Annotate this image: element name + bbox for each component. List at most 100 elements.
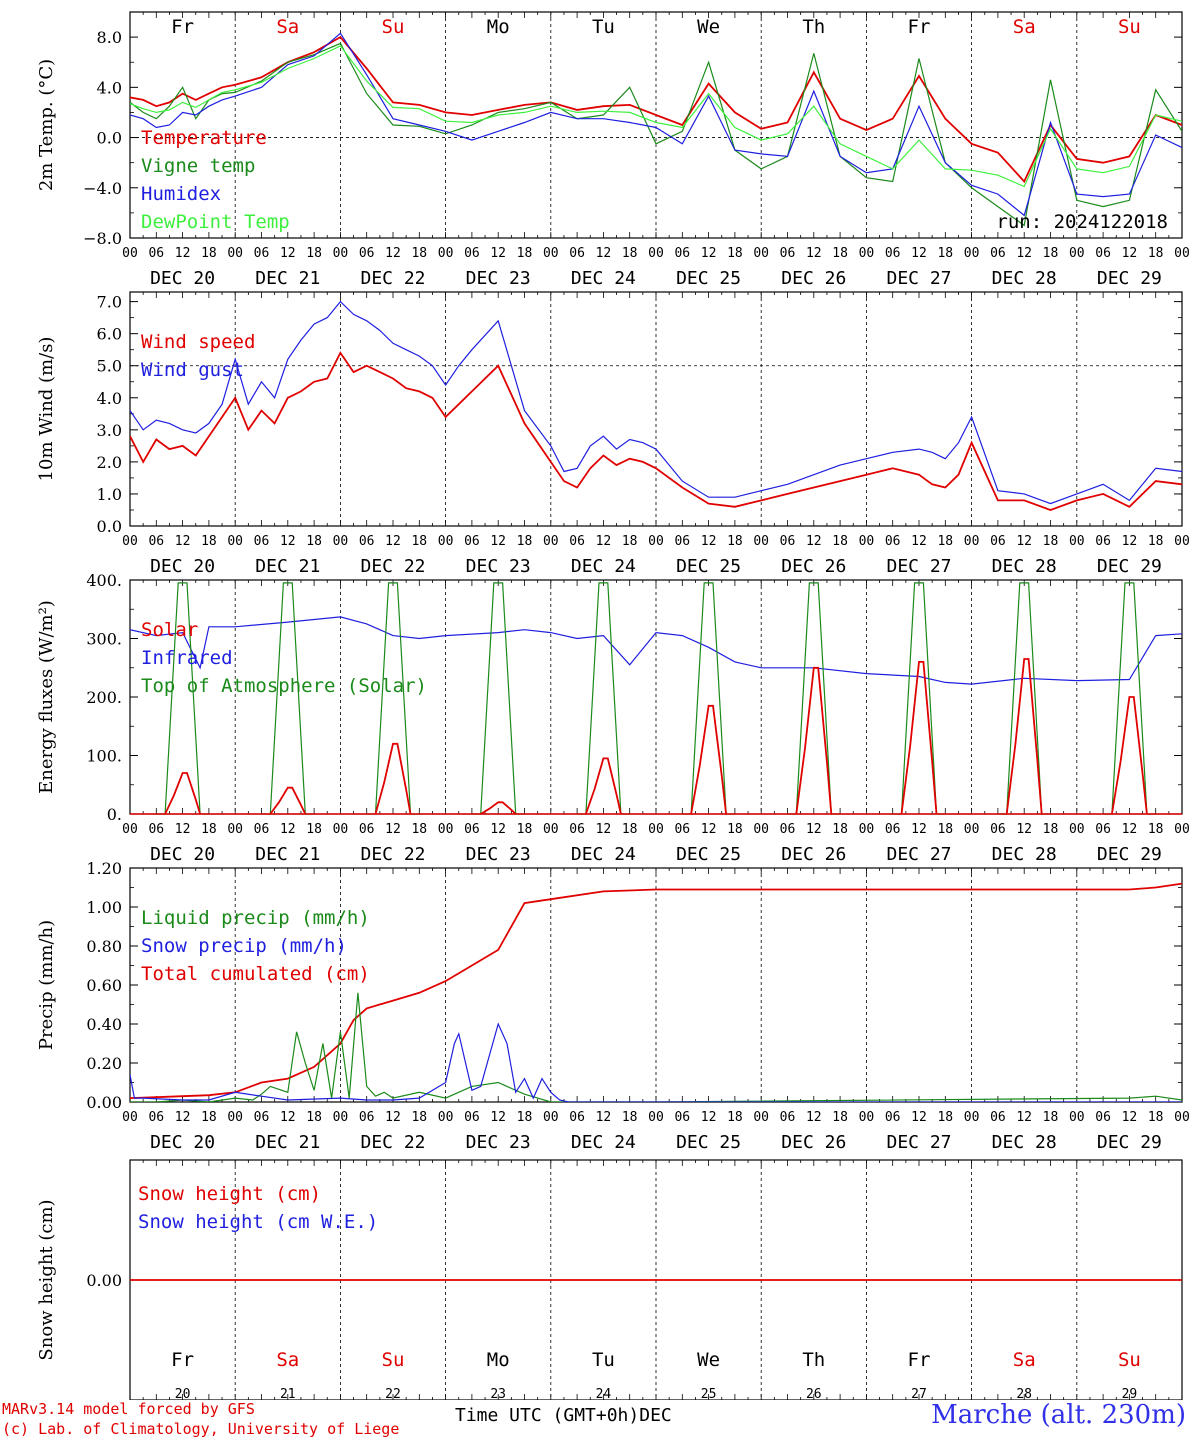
x-hour-label: 00: [438, 534, 454, 549]
x-date-label: DEC 20: [150, 556, 215, 577]
x-hour-label: 12: [1016, 534, 1032, 549]
y-tick-label: 2.0: [97, 453, 122, 472]
x-hour-label: 00: [227, 246, 243, 261]
y-tick-label: 200.: [86, 688, 122, 707]
x-hour-label: 06: [1095, 534, 1111, 549]
x-date-label: DEC 28: [992, 556, 1057, 577]
solar-curve: [480, 801, 517, 815]
x-hour-label: 12: [701, 534, 717, 549]
solar-curve: [1005, 658, 1043, 815]
x-hour-label: 12: [911, 534, 927, 549]
y-tick-label: 0.60: [86, 976, 122, 995]
x-hour-label: 06: [885, 822, 901, 837]
x-hour-label: 12: [385, 1110, 401, 1125]
x-date-label: DEC 22: [360, 1132, 425, 1153]
day-number-label: 27: [911, 1387, 927, 1400]
legend-entry: Snow precip (mm/h): [141, 935, 347, 957]
x-hour-label: 12: [1122, 246, 1138, 261]
x-hour-label: 00: [753, 822, 769, 837]
x-hour-label: 00: [543, 246, 559, 261]
x-date-label: DEC 29: [1097, 1132, 1162, 1153]
x-hour-label: 00: [648, 534, 664, 549]
x-hour-label: 00: [1174, 822, 1190, 837]
legend-entry: Liquid precip (mm/h): [141, 907, 370, 929]
x-date-label: DEC 26: [781, 556, 846, 577]
x-date-label: DEC 21: [255, 268, 320, 289]
x-hour-label: 00: [543, 534, 559, 549]
x-date-label: DEC 24: [571, 556, 636, 577]
x-hour-label: 06: [359, 246, 375, 261]
x-hour-label: 18: [832, 246, 848, 261]
x-hour-label: 18: [622, 246, 638, 261]
x-date-label: DEC 29: [1097, 844, 1162, 865]
day-number-label: 26: [806, 1387, 822, 1400]
weekday-label: Fr: [908, 1349, 931, 1371]
y-axis-label: 2m Temp. (°C): [36, 59, 57, 191]
weekday-label: Fr: [908, 16, 931, 38]
x-date-label: DEC 21: [255, 844, 320, 865]
x-hour-label: 06: [359, 1110, 375, 1125]
y-tick-label: 7.0: [97, 293, 122, 312]
y-tick-label: 0.20: [86, 1054, 122, 1073]
x-hour-label: 12: [1122, 1110, 1138, 1125]
x-hour-label: 18: [622, 822, 638, 837]
weekday-label: Sa: [276, 16, 299, 38]
x-hour-label: 00: [333, 1110, 349, 1125]
x-date-label: DEC 20: [150, 268, 215, 289]
legend-entry: Temperature: [141, 127, 267, 149]
x-hour-label: 12: [280, 822, 296, 837]
x-hour-label: 06: [990, 822, 1006, 837]
x-hour-label: 06: [885, 534, 901, 549]
x-hour-label: 18: [517, 246, 533, 261]
series-line: [130, 32, 1182, 217]
x-hour-label: 12: [490, 1110, 506, 1125]
x-hour-label: 06: [464, 246, 480, 261]
x-hour-label: 00: [1174, 1110, 1190, 1125]
x-date-label: DEC 28: [992, 1132, 1057, 1153]
x-hour-label: 00: [1069, 246, 1085, 261]
day-number-label: 23: [490, 1387, 506, 1400]
weekday-label: Th: [802, 16, 825, 38]
y-axis-label: Precip (mm/h): [36, 920, 57, 1050]
x-date-label: DEC 27: [886, 556, 951, 577]
legend-entry: Total cumulated (cm): [141, 963, 370, 985]
y-tick-label: 0.00: [86, 1093, 122, 1112]
x-hour-label: 18: [411, 246, 427, 261]
legend-entry: Wind gust: [141, 359, 244, 381]
x-hour-label: 00: [1069, 1110, 1085, 1125]
x-hour-label: 12: [490, 534, 506, 549]
y-tick-label: 100.: [86, 747, 122, 766]
x-date-label: DEC 24: [571, 1132, 636, 1153]
x-hour-label: 06: [254, 534, 270, 549]
x-hour-label: 00: [753, 534, 769, 549]
y-tick-label: 6.0: [97, 325, 122, 344]
x-hour-label: 06: [674, 534, 690, 549]
solar-curve: [374, 742, 412, 815]
x-date-label: DEC 22: [360, 268, 425, 289]
x-date-label: DEC 28: [992, 844, 1057, 865]
x-hour-label: 12: [596, 246, 612, 261]
x-hour-label: 18: [517, 1110, 533, 1125]
weekday-label: Sa: [1013, 1349, 1036, 1371]
weekday-label: Tu: [592, 1349, 615, 1371]
y-axis-label: Energy fluxes (W/m²): [36, 600, 57, 794]
y-tick-label: 300.: [86, 630, 122, 649]
x-hour-label: 18: [727, 246, 743, 261]
y-tick-label: −8.0: [83, 229, 122, 248]
x-hour-label: 12: [701, 246, 717, 261]
x-hour-label: 18: [517, 822, 533, 837]
x-hour-label: 12: [280, 1110, 296, 1125]
legend-entry: Solar: [141, 619, 198, 641]
legend-entry: Snow height (cm): [138, 1183, 321, 1205]
x-hour-label: 00: [543, 1110, 559, 1125]
x-hour-label: 06: [569, 246, 585, 261]
x-date-label: DEC 29: [1097, 556, 1162, 577]
x-hour-label: 12: [385, 822, 401, 837]
x-date-label: DEC 24: [571, 844, 636, 865]
toa-solar-curve: [682, 582, 735, 815]
lab-credit: (c) Lab. of Climatology, University of L…: [2, 1420, 400, 1438]
x-hour-label: 18: [937, 1110, 953, 1125]
x-hour-label: 00: [648, 246, 664, 261]
x-hour-label: 12: [1016, 1110, 1032, 1125]
x-hour-label: 06: [148, 246, 164, 261]
